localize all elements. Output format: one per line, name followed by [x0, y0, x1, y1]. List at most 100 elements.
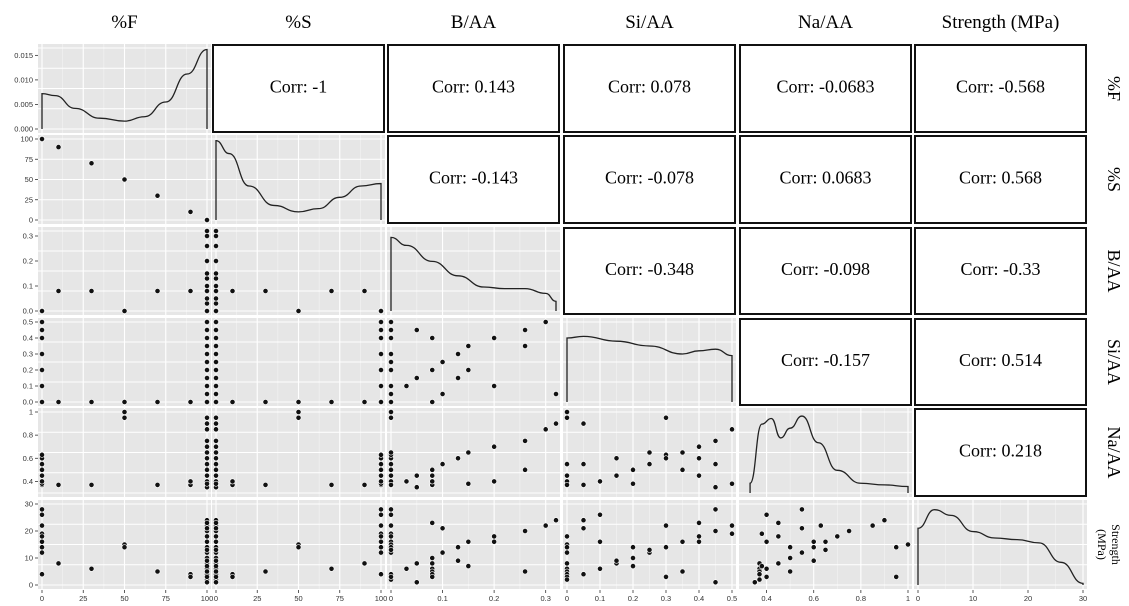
data-point: [39, 544, 45, 551]
data-point: [328, 565, 335, 572]
data-point: [758, 530, 765, 537]
data-point: [204, 461, 210, 467]
data-point: [213, 438, 219, 444]
data-point: [564, 461, 570, 467]
data-point: [455, 557, 461, 564]
corr-value: Corr: -0.33: [961, 259, 1041, 279]
x-tick-label: 20: [1024, 594, 1032, 603]
data-point: [204, 383, 210, 389]
data-point: [378, 506, 384, 513]
corr-box: [387, 44, 560, 133]
data-point: [187, 478, 194, 485]
data-point: [553, 517, 559, 524]
data-point: [388, 506, 394, 513]
row-labels: %F %S B/AA Si/AA Na/AA Strength(MPa): [1095, 76, 1124, 565]
data-point: [869, 522, 876, 529]
y-tick-label: 0.4: [23, 334, 33, 343]
data-point: [213, 472, 219, 479]
x-tick-label: 0.5: [727, 594, 737, 603]
data-point: [429, 466, 436, 473]
corr-panel-B-Na: Corr: -0.098: [739, 227, 912, 315]
data-point: [204, 228, 210, 234]
data-point: [213, 375, 219, 381]
data-point: [787, 568, 794, 575]
x-tick-label: 100: [201, 594, 214, 603]
data-point: [204, 233, 210, 239]
data-point: [413, 327, 420, 333]
data-point: [154, 192, 161, 199]
data-point: [39, 335, 45, 341]
corr-value: Corr: -0.0683: [777, 77, 875, 97]
corr-box: [914, 44, 1087, 133]
data-point: [580, 420, 587, 427]
corr-value: Corr: -0.157: [781, 350, 870, 370]
data-point: [213, 466, 219, 473]
x-tick-label: 0.3: [661, 594, 671, 603]
data-point: [378, 549, 384, 556]
data-point: [55, 288, 62, 294]
y-tick-label: 20: [25, 527, 33, 536]
data-point: [88, 565, 95, 572]
data-point: [213, 283, 219, 289]
data-point: [378, 351, 384, 357]
data-point: [378, 472, 384, 479]
data-point: [378, 319, 384, 325]
scatter-panel-Na-S: [212, 408, 385, 497]
data-point: [213, 520, 219, 526]
data-point: [361, 481, 368, 488]
y-tick-label: 75: [25, 155, 33, 164]
y-tick-label: 100: [20, 135, 33, 144]
data-point: [388, 319, 394, 325]
data-point: [439, 359, 446, 365]
data-point: [88, 481, 95, 488]
row-label-F: %F: [1104, 76, 1124, 101]
data-point: [213, 233, 219, 239]
y-tick-label: 50: [25, 175, 33, 184]
data-point: [388, 481, 394, 488]
corr-panel-F-Na: Corr: -0.0683: [739, 44, 912, 133]
data-point: [630, 480, 636, 487]
data-point: [295, 399, 302, 405]
data-point: [39, 327, 45, 333]
data-point: [564, 472, 570, 479]
data-point: [413, 472, 420, 479]
y-tick-label: 25: [25, 195, 33, 204]
data-point: [204, 568, 210, 575]
data-point: [39, 351, 45, 357]
data-point: [213, 533, 219, 540]
corr-panel-F-S: Corr: -1: [212, 44, 385, 133]
data-point: [388, 414, 394, 421]
row-label-line: Strength: [1109, 524, 1123, 565]
data-point: [204, 520, 210, 526]
y-tick-label: 0.3: [23, 232, 33, 241]
corr-box: [563, 44, 736, 133]
corr-box: [914, 135, 1087, 224]
data-point: [712, 579, 719, 586]
data-point: [799, 549, 805, 556]
data-point: [55, 560, 62, 567]
data-point: [630, 466, 636, 473]
data-point: [204, 480, 210, 487]
column-label-Si: Si/AA: [625, 12, 674, 33]
data-point: [378, 538, 384, 545]
data-point: [580, 571, 587, 578]
corr-panel-S-Na: Corr: 0.0683: [739, 135, 912, 224]
density-panel-Si: [563, 318, 736, 406]
data-point: [213, 426, 219, 433]
y-tick-label: 0.1: [23, 282, 33, 291]
data-point: [213, 414, 219, 421]
data-point: [751, 579, 758, 586]
data-point: [763, 574, 770, 580]
data-point: [213, 258, 219, 264]
data-point: [213, 270, 219, 277]
corr-box: [563, 135, 736, 224]
data-point: [213, 420, 219, 427]
data-point: [455, 455, 461, 462]
corr-box: [914, 408, 1087, 497]
data-point: [204, 351, 210, 357]
y-tick-label: 0.4: [23, 477, 33, 486]
corr-value: Corr: -1: [270, 77, 328, 97]
data-point: [204, 258, 210, 264]
scatter-panel-Na-F: [38, 408, 211, 497]
